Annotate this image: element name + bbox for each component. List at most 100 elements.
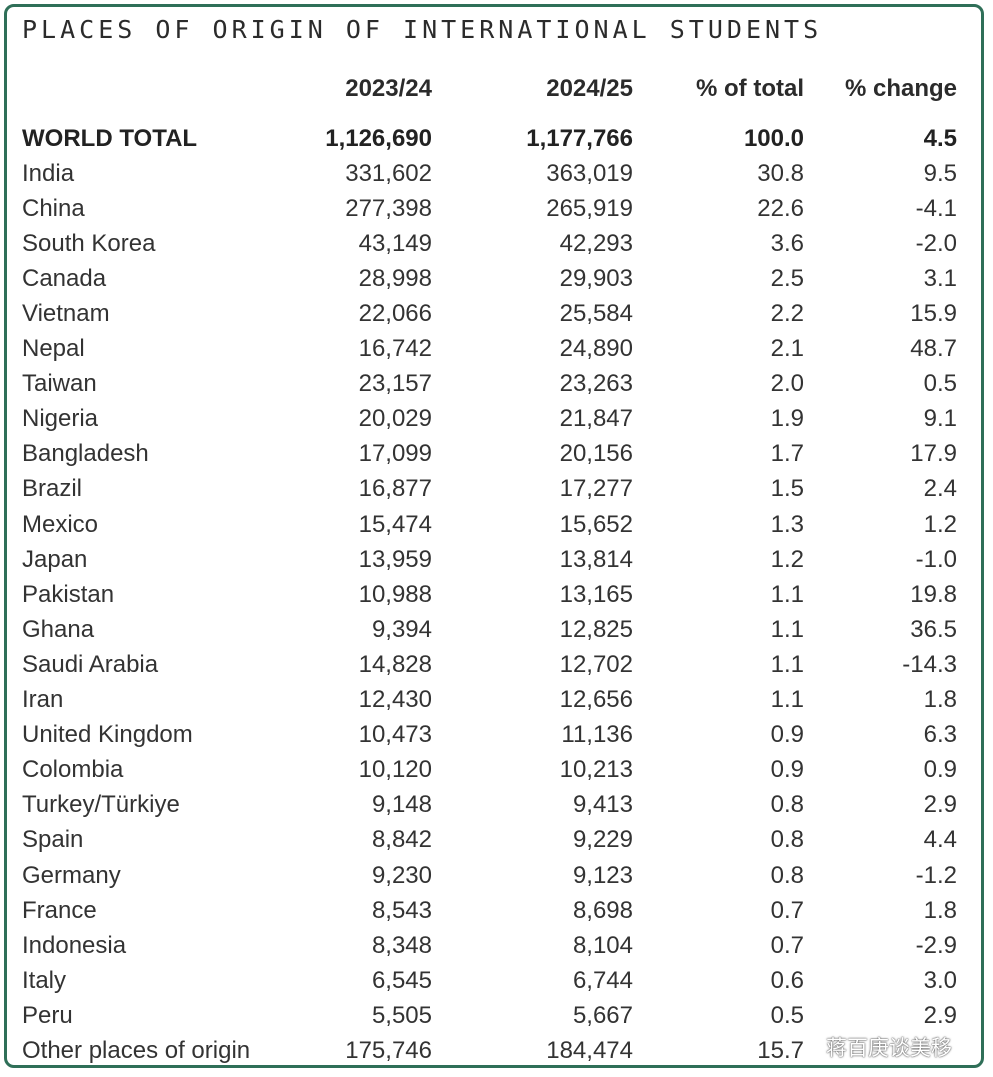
header-year-2024-25: 2024/25 [546, 75, 633, 102]
table-row: Bangladesh 17,099 20,156 1.7 17.9 [22, 437, 957, 472]
cell-name: Turkey/Türkiye [22, 791, 180, 819]
table-row: Canada 28,998 29,903 2.5 3.1 [22, 261, 957, 296]
table-row: China 277,398 265,919 22.6 -4.1 [22, 191, 957, 226]
cell-pct-total: 0.9 [770, 756, 804, 784]
table-row: Japan 13,959 13,814 1.2 -1.0 [22, 542, 957, 577]
cell-year1: 22,066 [358, 300, 432, 328]
cell-name: Canada [22, 264, 107, 292]
cell-year1: 277,398 [345, 194, 432, 222]
cell-pct-total: 22.6 [757, 194, 804, 222]
cell-year2: 17,277 [559, 475, 633, 503]
header-year-2023-24: 2023/24 [345, 75, 432, 102]
cell-year2: 6,744 [572, 966, 633, 994]
table-row: Saudi Arabia 14,828 12,702 1.1 -14.3 [22, 647, 957, 682]
cell-pct-change: 2.9 [923, 1001, 957, 1029]
table-title: PLACES OF ORIGIN OF INTERNATIONAL STUDEN… [22, 15, 823, 44]
cell-year1: 9,230 [371, 861, 432, 889]
cell-name: Taiwan [22, 370, 97, 398]
cell-pct-total: 2.1 [770, 335, 804, 363]
table-row: Nepal 16,742 24,890 2.1 48.7 [22, 332, 957, 367]
table-row: Indonesia 8,348 8,104 0.7 -2.9 [22, 928, 957, 963]
cell-year2: 20,156 [559, 440, 633, 468]
cell-year1: 28,998 [358, 264, 432, 292]
table-row: Iran 12,430 12,656 1.1 1.8 [22, 683, 957, 718]
table-row: Nigeria 20,029 21,847 1.9 9.1 [22, 402, 957, 437]
cell-year2: 9,123 [572, 861, 633, 889]
cell-name: Mexico [22, 510, 99, 538]
cell-name: United Kingdom [22, 721, 193, 749]
cell-pct-change: 1.8 [923, 686, 957, 714]
cell-name: Japan [22, 545, 88, 573]
cell-pct-change: 9.5 [923, 159, 957, 187]
watermark: 蒋百庚谈美移 [826, 1036, 952, 1060]
table-row: South Korea 43,149 42,293 3.6 -2.0 [22, 226, 957, 261]
table-row: Brazil 16,877 17,277 1.5 2.4 [22, 472, 957, 507]
header-row: 2023/24 2024/25 % of total % change [22, 65, 957, 113]
cell-name: Nepal [22, 335, 85, 363]
cell-year1: 13,959 [358, 545, 432, 573]
cell-pct-total: 1.1 [770, 686, 804, 714]
cell-pct-change: -1.2 [915, 861, 957, 889]
header-pct-total: % of total [696, 75, 804, 102]
table-row: Spain 8,842 9,229 0.8 4.4 [22, 823, 957, 858]
cell-name: Nigeria [22, 405, 99, 433]
cell-year2: 15,652 [559, 510, 633, 538]
cell-name: Germany [22, 861, 121, 889]
cell-year2: 23,263 [559, 370, 633, 398]
cell-pct-total: 0.8 [770, 861, 804, 889]
cell-year1: 5,505 [371, 1001, 432, 1029]
cell-year1: 10,120 [358, 756, 432, 784]
total-name: WORLD TOTAL [22, 124, 198, 152]
table-row: Colombia 10,120 10,213 0.9 0.9 [22, 753, 957, 788]
table-row: Italy 6,545 6,744 0.6 3.0 [22, 963, 957, 998]
cell-pct-total: 2.5 [770, 264, 804, 292]
cell-year2: 42,293 [559, 229, 633, 257]
cell-pct-total: 2.2 [770, 300, 804, 328]
cell-year2: 265,919 [546, 194, 633, 222]
cell-year2: 12,825 [559, 615, 633, 643]
total-pct-change: 4.5 [923, 124, 957, 152]
table-row: United Kingdom 10,473 11,136 0.9 6.3 [22, 718, 957, 753]
cell-pct-change: -2.9 [915, 931, 957, 959]
table-row: Peru 5,505 5,667 0.5 2.9 [22, 998, 957, 1033]
students-table: 2023/24 2024/25 % of total % change WORL… [22, 65, 957, 1065]
cell-pct-total: 1.7 [770, 440, 804, 468]
spacer-row [22, 113, 957, 121]
cell-name: Indonesia [22, 931, 127, 959]
cell-name: Spain [22, 826, 84, 854]
cell-year1: 23,157 [358, 370, 432, 398]
cell-year1: 6,545 [371, 966, 432, 994]
cell-name: Colombia [22, 756, 124, 784]
cell-year2: 24,890 [559, 335, 633, 363]
cell-pct-total: 3.6 [770, 229, 804, 257]
cell-pct-total: 30.8 [757, 159, 804, 187]
total-year2: 1,177,766 [526, 124, 633, 152]
cell-pct-total: 0.6 [770, 966, 804, 994]
cell-year1: 14,828 [358, 650, 432, 678]
cell-pct-change: -4.1 [915, 194, 957, 222]
cell-pct-total: 0.7 [770, 931, 804, 959]
cell-pct-total: 1.1 [770, 615, 804, 643]
cell-pct-total: 1.1 [770, 580, 804, 608]
cell-year2: 184,474 [546, 1036, 633, 1064]
cell-pct-change: 0.9 [923, 756, 957, 784]
cell-year2: 13,814 [559, 545, 633, 573]
cell-pct-total: 0.7 [770, 896, 804, 924]
cell-pct-change: 3.1 [923, 264, 957, 292]
cell-year1: 175,746 [345, 1036, 432, 1064]
cell-name: Pakistan [22, 580, 115, 608]
table-row: Turkey/Türkiye 9,148 9,413 0.8 2.9 [22, 788, 957, 823]
cell-pct-change: -14.3 [902, 650, 957, 678]
cell-year2: 12,702 [559, 650, 633, 678]
cell-pct-total: 1.1 [770, 650, 804, 678]
cell-year1: 16,742 [358, 335, 432, 363]
cell-pct-total: 0.8 [770, 826, 804, 854]
cell-name: China [22, 194, 85, 222]
cell-pct-change: 9.1 [923, 405, 957, 433]
cell-year1: 43,149 [358, 229, 432, 257]
cell-year1: 331,602 [345, 159, 432, 187]
cell-pct-change: 0.5 [923, 370, 957, 398]
cell-name: South Korea [22, 229, 156, 257]
cell-pct-change: 15.9 [910, 300, 957, 328]
cell-year2: 11,136 [561, 721, 633, 749]
